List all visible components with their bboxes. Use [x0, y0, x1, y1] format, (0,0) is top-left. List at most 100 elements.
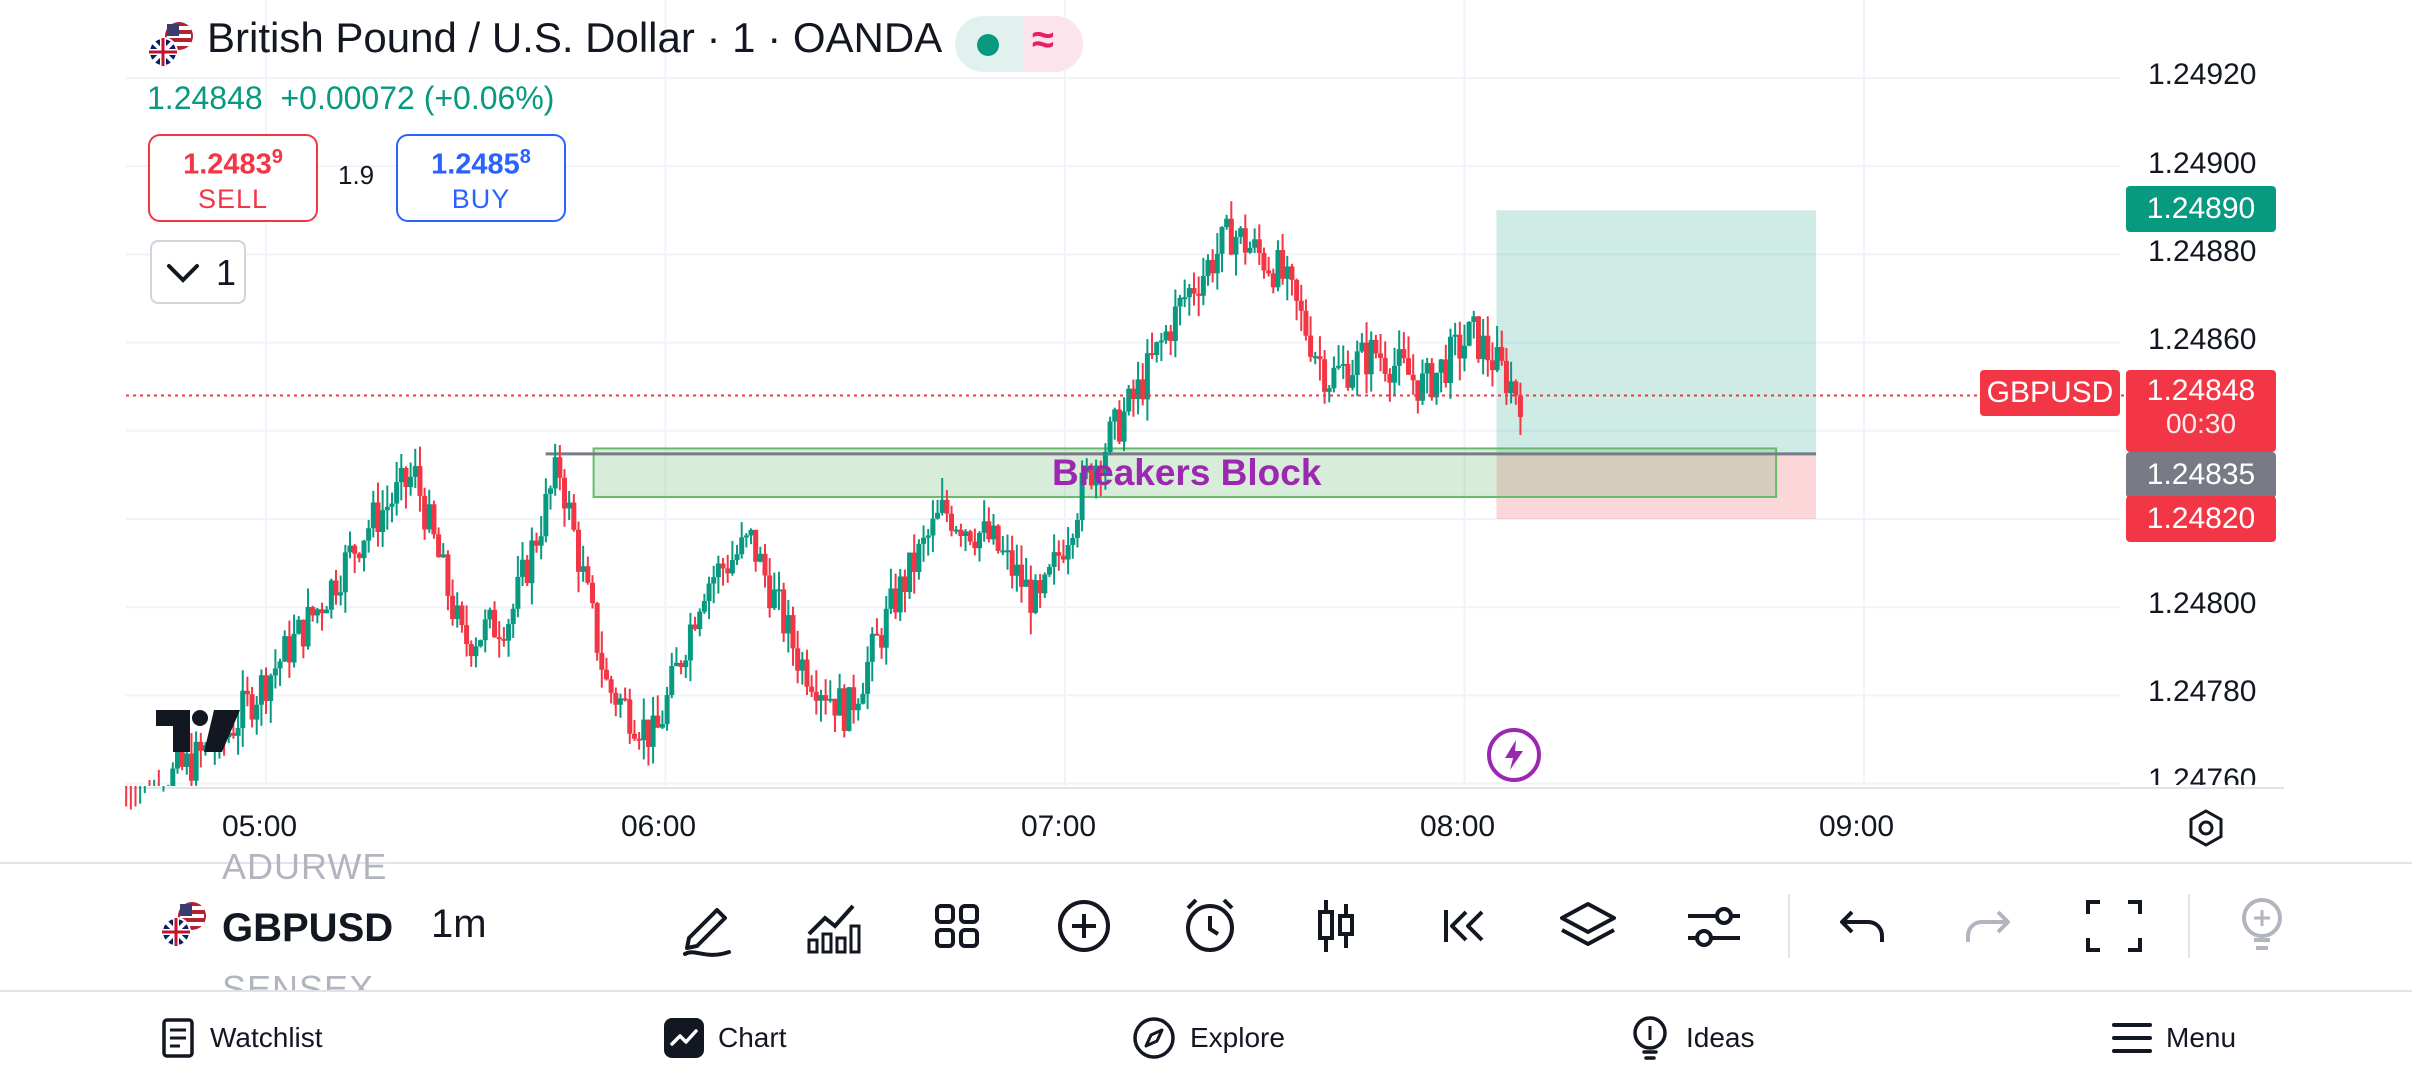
bar-style-icon[interactable] — [1300, 890, 1372, 962]
candle-body — [799, 659, 805, 671]
candle-body — [809, 686, 815, 692]
candle-body — [846, 687, 852, 731]
candle-body — [268, 675, 274, 702]
candle-body — [1163, 331, 1169, 341]
candle-body — [1280, 250, 1286, 279]
candle-body — [865, 661, 871, 694]
candle-body — [683, 660, 689, 668]
candle-body — [361, 540, 367, 559]
candle-body — [655, 715, 661, 728]
symbol-title[interactable]: British Pound / U.S. Dollar · 1 · OANDA — [207, 14, 943, 61]
candle-body — [734, 554, 740, 561]
candle-body — [729, 560, 735, 574]
candle-body — [981, 521, 987, 533]
candle-body — [1144, 353, 1150, 400]
candle-body — [1517, 395, 1523, 418]
undo-icon[interactable] — [1826, 890, 1898, 962]
candle-body — [827, 698, 833, 701]
pencil-icon[interactable] — [671, 890, 743, 962]
settings-icon[interactable] — [1678, 890, 1750, 962]
add-icon[interactable] — [1048, 890, 1120, 962]
candle-body — [1154, 342, 1160, 355]
candle-body — [1149, 353, 1155, 356]
candle-body — [1130, 388, 1136, 400]
candle-body — [963, 531, 969, 536]
candle-body — [1392, 365, 1398, 383]
candle-body — [431, 504, 437, 535]
candle-body — [1065, 545, 1071, 560]
candle-body — [557, 457, 563, 478]
nav-menu[interactable]: Menu — [2112, 1010, 2236, 1066]
interval-selector[interactable]: 1 — [150, 240, 246, 304]
candle-body — [468, 644, 474, 657]
fullscreen-icon[interactable] — [2078, 890, 2150, 962]
nav-chart[interactable]: Chart — [664, 1010, 786, 1066]
candle-body — [1004, 550, 1010, 553]
candle-body — [1396, 349, 1402, 366]
candle-body — [753, 529, 759, 562]
candle-body — [510, 608, 516, 625]
candle-body — [911, 552, 917, 573]
stop-loss-zone[interactable] — [1496, 452, 1817, 519]
candle-body — [930, 518, 936, 536]
sell-button[interactable]: 1.24839 SELL — [148, 134, 318, 222]
last-price: 1.24848 — [147, 80, 263, 116]
breakers-block-zone[interactable] — [592, 447, 1778, 498]
candle-body — [347, 545, 353, 553]
take-profit-zone[interactable] — [1496, 210, 1817, 453]
replay-icon[interactable] — [1426, 890, 1498, 962]
candle-body — [1336, 365, 1342, 368]
chart-settings-icon[interactable] — [2186, 808, 2226, 848]
time-tick: 09:00 — [1819, 810, 1895, 843]
candle-body — [771, 589, 777, 609]
candle-body — [1018, 564, 1024, 587]
candle-body — [366, 528, 372, 541]
candle-body — [613, 692, 619, 705]
quick-action-button[interactable] — [1487, 728, 1541, 782]
candle-body — [174, 751, 180, 769]
candle-body — [249, 694, 255, 720]
nav-ideas[interactable]: Ideas — [1628, 1010, 1755, 1066]
candle-body — [692, 624, 698, 630]
candle-body — [1093, 465, 1099, 486]
alert-icon[interactable] — [1174, 890, 1246, 962]
ideas-tool-button[interactable] — [2226, 888, 2286, 964]
market-status-pill[interactable]: ≈ — [955, 16, 1083, 72]
layers-icon[interactable] — [1552, 890, 1624, 962]
candle-body — [1457, 334, 1463, 359]
indicators-icon[interactable] — [795, 890, 867, 962]
nav-watchlist-label: Watchlist — [210, 1022, 323, 1053]
chevron-down-icon — [167, 264, 199, 283]
candle-body — [636, 738, 642, 741]
ghost-symbol-above: ADURWE — [222, 846, 388, 884]
candle-body — [893, 588, 899, 613]
candle-body — [1200, 275, 1206, 296]
candle-body — [1513, 381, 1519, 396]
candle-body — [958, 529, 964, 536]
candle-body — [1186, 288, 1192, 298]
candle-body — [813, 691, 819, 701]
toolbar-divider — [0, 862, 2412, 864]
buy-button[interactable]: 1.24858 BUY — [396, 134, 566, 222]
candle-body — [1252, 239, 1258, 248]
toolbar-symbol[interactable]: GBPUSD — [222, 906, 394, 950]
price-tick: 1.24760 — [2148, 763, 2257, 785]
templates-icon[interactable] — [921, 890, 993, 962]
candle-body — [1158, 340, 1164, 343]
candle-body — [426, 504, 432, 530]
nav-explore[interactable]: Explore — [1132, 1010, 1285, 1066]
redo-icon[interactable] — [1952, 890, 2024, 962]
candle-body — [1499, 347, 1505, 361]
candle-body — [492, 609, 498, 638]
candle-body — [664, 695, 670, 725]
candle-body — [310, 606, 316, 616]
candle-body — [571, 502, 577, 530]
candle-body — [282, 636, 288, 662]
breakers-block-label[interactable]: Breakers Block — [1052, 452, 1322, 493]
candle-body — [1032, 580, 1038, 613]
timeframe-button[interactable]: 1m — [431, 902, 487, 946]
candle-body — [1079, 472, 1085, 520]
candle-body — [529, 540, 535, 584]
nav-watchlist[interactable]: Watchlist — [160, 1010, 323, 1066]
